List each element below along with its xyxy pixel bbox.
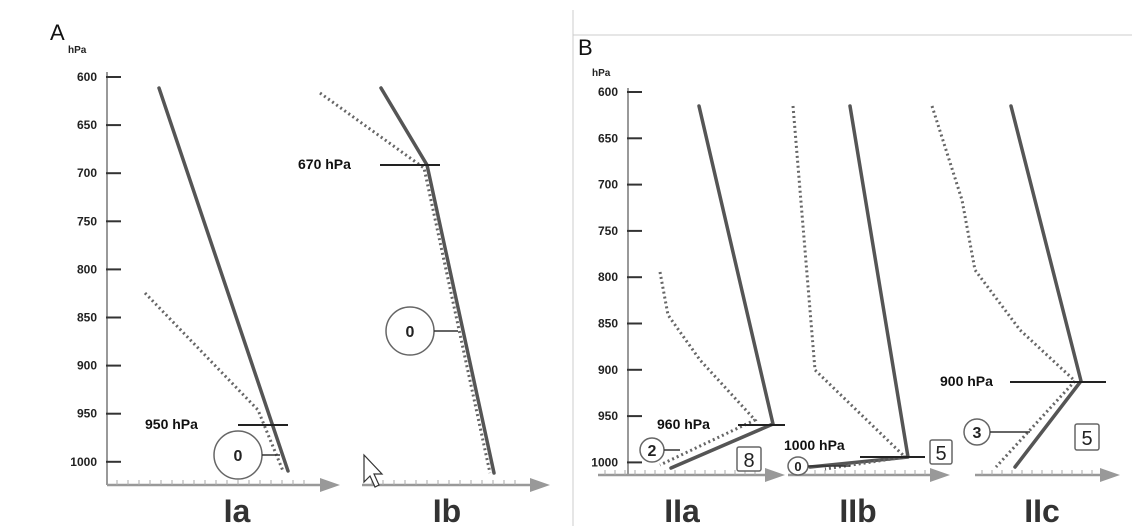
panel-a-x-arrow-ia: [320, 478, 340, 492]
iia-pressure-label: 960 hPa: [657, 416, 710, 432]
panel-b-x-arrow-iic: [1100, 468, 1120, 482]
iib-box: [929, 439, 953, 465]
y-tick-label: 600: [598, 85, 618, 99]
iic-box-value: 5: [1081, 428, 1092, 450]
iib-box-value: 5: [935, 443, 946, 465]
panel-b-unit: hPa: [592, 68, 611, 79]
y-tick-label: 950: [598, 409, 618, 423]
panel-b-y-ticks: 600 650 700 750 800 850 900 950 1000: [591, 85, 642, 469]
iic-temperature-line: [1009, 104, 1083, 469]
ib-circle-value: 0: [406, 324, 415, 341]
y-tick-label: 650: [598, 131, 618, 145]
iia-temperature-line: [669, 104, 775, 470]
iia-dewpoint-line: [658, 271, 758, 467]
iic-pressure-label: 900 hPa: [940, 373, 993, 389]
ib-label: Ib: [433, 493, 461, 526]
iic-box: [1074, 423, 1100, 451]
y-tick-label: 900: [598, 363, 618, 377]
panel-b-letter: B: [578, 35, 593, 60]
y-tick-label: 850: [598, 317, 618, 331]
panel-a-y-ticks: 600 650 700 750 800 850 900 950 1000: [70, 70, 121, 469]
ia-dewpoint-line: [143, 291, 285, 472]
iia-box: [736, 446, 762, 472]
iic-dewpoint-line: [930, 105, 1078, 469]
panel-a-x-arrow-ib: [530, 478, 550, 492]
ib-dewpoint-line: [319, 91, 492, 474]
iib-dewpoint-line: [791, 105, 909, 471]
mouse-cursor-icon: [363, 453, 384, 488]
iib-pressure-label: 1000 hPa: [784, 437, 845, 453]
y-tick-label: 700: [77, 166, 97, 180]
ia-pressure-label: 950 hPa: [145, 416, 198, 432]
panel-b-x-arrow-iia: [765, 468, 785, 482]
panel-a-x-ticks: [116, 480, 516, 485]
y-tick-label: 750: [77, 214, 97, 228]
iib-label: IIb: [839, 493, 876, 526]
panel-a: A hPa 600 650 700 750 800 850 900 950 1000 950 h…: [50, 20, 550, 526]
panel-a-letter: A: [50, 20, 65, 45]
iia-box-value: 8: [743, 450, 754, 472]
y-tick-label: 600: [77, 70, 97, 84]
panel-b-x-arrow-iib: [930, 468, 950, 482]
y-tick-label: 1000: [70, 455, 97, 469]
y-tick-label: 650: [77, 118, 97, 132]
y-tick-label: 900: [77, 359, 97, 373]
iic-label: IIc: [1024, 493, 1060, 526]
iia-label: IIa: [664, 493, 700, 526]
y-tick-label: 700: [598, 178, 618, 192]
iic-circle-value: 3: [973, 425, 982, 442]
y-tick-label: 750: [598, 224, 618, 238]
ia-temperature-line: [157, 86, 290, 473]
y-tick-label: 1000: [591, 455, 618, 469]
y-tick-label: 950: [77, 407, 97, 421]
y-tick-label: 850: [77, 311, 97, 325]
y-tick-label: 800: [598, 270, 618, 284]
panel-a-unit: hPa: [68, 45, 87, 56]
ia-label: Ia: [224, 493, 251, 526]
ia-circle-value: 0: [234, 448, 243, 465]
iia-circle-value: 2: [648, 443, 657, 460]
iib-circle-value: 0: [794, 459, 801, 474]
ib-pressure-label: 670 hPa: [298, 156, 351, 172]
y-tick-label: 800: [77, 262, 97, 276]
